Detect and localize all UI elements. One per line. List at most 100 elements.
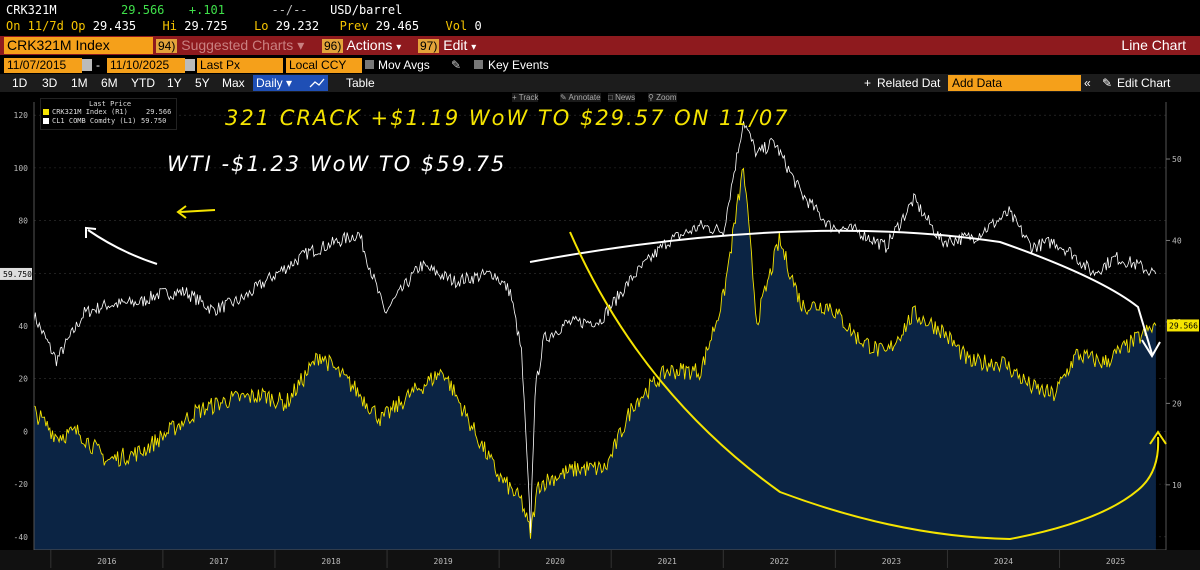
crack-area-fill	[34, 168, 1156, 550]
legend-wti-name: CL1 COMB Comdty (L1)	[52, 117, 137, 125]
crack-annotation: 321 CRACK +$1.19 WoW TO $29.57 ON 11/07	[225, 106, 790, 130]
x-tick-label: 2023	[882, 557, 901, 566]
left-tick-label: 100	[14, 164, 29, 173]
period-max[interactable]: Max	[222, 76, 245, 90]
left-tick-label: 80	[18, 217, 28, 226]
chart-type-label: Line Chart	[1121, 37, 1186, 53]
range-separator: -	[96, 58, 100, 72]
chevron-down-icon: ▾	[297, 37, 305, 53]
left-tick-label: -20	[14, 480, 29, 489]
edit-chart-button[interactable]: Edit Chart	[1117, 76, 1171, 90]
calendar-icon[interactable]	[185, 59, 195, 71]
crack-current-label: 29.566	[1169, 321, 1198, 330]
chevron-down-icon: ▾	[396, 42, 402, 53]
x-tick-label: 2024	[994, 557, 1013, 566]
right-tick-label: 20	[1172, 399, 1182, 408]
edit-label: Edit	[443, 37, 468, 53]
chart-tool-annotate[interactable]: ✎ Annotate	[560, 93, 601, 102]
pencil-icon[interactable]: ✎	[1102, 76, 1113, 90]
security-field[interactable]: CRK321M Index	[4, 37, 153, 54]
price-field-select[interactable]: Last Px	[197, 58, 283, 73]
x-tick-label: 2016	[97, 557, 116, 566]
x-tick-label: 2021	[658, 557, 677, 566]
vol-label: Vol	[445, 19, 468, 33]
price-unit: USD/barrel	[330, 3, 403, 17]
x-tick-label: 2019	[433, 557, 452, 566]
end-date-field[interactable]: 11/10/2025	[107, 58, 185, 73]
period-row: 1D 3D 1M 6M YTD 1Y 5Y Max Daily ▾ Table …	[0, 74, 1200, 92]
news-label: News	[615, 93, 636, 102]
on-label: On 11/7d	[6, 19, 64, 33]
key-events-checkbox[interactable]	[474, 60, 483, 69]
collapse-icon[interactable]: «	[1084, 76, 1091, 90]
last-price: 29.566	[121, 3, 165, 17]
vol-value: 0	[474, 19, 482, 33]
period-5y[interactable]: 5Y	[195, 76, 210, 90]
wti-current-label: 59.750	[3, 270, 32, 279]
x-axis-band	[0, 550, 1200, 570]
right-tick-label: 50	[1172, 155, 1182, 164]
chart-tool-track[interactable]: + Track	[512, 93, 539, 102]
start-date-field[interactable]: 11/07/2015	[4, 58, 82, 73]
hi-value: 29.725	[184, 19, 228, 33]
hand-drawn-strokes	[85, 205, 1167, 541]
period-ytd[interactable]: YTD	[131, 76, 155, 90]
wti-current-tag	[0, 267, 32, 280]
x-tick-label: 2018	[321, 557, 340, 566]
wti-series-line	[33, 121, 1157, 534]
prev-label: Prev	[339, 19, 369, 33]
related-data-label[interactable]: Related Dat	[877, 76, 941, 90]
legend-crack-value: 29.566	[146, 108, 172, 116]
table-button[interactable]: Table	[346, 76, 375, 90]
x-tick-label: 2022	[770, 557, 789, 566]
mov-avgs-label[interactable]: Mov Avgs	[378, 58, 430, 72]
actions-menu[interactable]: 96) Actions ▾	[322, 36, 401, 55]
key-events-label[interactable]: Key Events	[488, 58, 549, 72]
price-chart[interactable]: -40-200204060801001201020304050201620172…	[0, 92, 1200, 570]
period-6m[interactable]: 6M	[101, 76, 118, 90]
edit-menu[interactable]: 97) Edit ▾	[418, 36, 476, 55]
frequency-label: Daily	[256, 76, 283, 90]
left-tick-label: 20	[18, 375, 28, 384]
period-3d[interactable]: 3D	[42, 76, 58, 90]
period-1d[interactable]: 1D	[12, 76, 28, 90]
dashes: --/--	[271, 3, 308, 17]
right-tick-label: 10	[1172, 481, 1182, 490]
annotate-label: Annotate	[568, 93, 601, 102]
command-bar: CRK321M Index 94) Suggested Charts ▾ 96)…	[0, 36, 1200, 55]
date-range-row: 11/07/2015 - 11/10/2025 Last Px Local CC…	[0, 57, 1200, 74]
crack-area	[34, 168, 1156, 550]
left-tick-label: -40	[14, 533, 29, 542]
suggested-charts-menu[interactable]: 94) Suggested Charts ▾	[156, 36, 304, 55]
crack-series-line	[33, 167, 1157, 539]
legend-swatch-wti	[43, 118, 49, 124]
plus-icon[interactable]: +	[864, 76, 872, 90]
left-tick-label: 40	[18, 322, 28, 331]
line-chart-icon[interactable]	[306, 75, 328, 91]
op-label: Op	[71, 19, 86, 33]
lo-value: 29.232	[275, 19, 320, 33]
price-change: +.101	[188, 3, 225, 17]
frequency-select[interactable]: Daily ▾	[253, 75, 306, 91]
chart-tool-news[interactable]: □ News	[608, 93, 636, 102]
pencil-icon[interactable]: ✎	[451, 58, 462, 72]
add-data-input[interactable]: Add Data	[948, 75, 1081, 91]
period-1m[interactable]: 1M	[71, 76, 88, 90]
legend-header: Last Price	[89, 100, 132, 108]
mov-avgs-checkbox[interactable]	[365, 60, 374, 69]
hi-label: Hi	[162, 19, 177, 33]
quote-header: CRK321M 29.566 +.101 --/-- USD/barrel On…	[0, 0, 1200, 36]
open-value: 29.435	[92, 19, 137, 33]
track-label: Track	[518, 93, 539, 102]
series-lines	[33, 121, 1157, 539]
edit-num: 97)	[418, 39, 440, 53]
left-tick-label: 120	[14, 111, 29, 120]
ticker[interactable]: CRK321M	[6, 3, 57, 17]
currency-select[interactable]: Local CCY	[286, 58, 362, 73]
legend-crack-name: CRK321M Index (R1)	[52, 108, 128, 116]
period-1y[interactable]: 1Y	[167, 76, 182, 90]
wti-annotation: WTI -$1.23 WoW TO $59.75	[167, 152, 507, 176]
chevron-down-icon: ▾	[471, 42, 477, 53]
chart-tool-zoom[interactable]: ⚲ Zoom	[648, 93, 677, 102]
calendar-icon[interactable]	[82, 59, 92, 71]
